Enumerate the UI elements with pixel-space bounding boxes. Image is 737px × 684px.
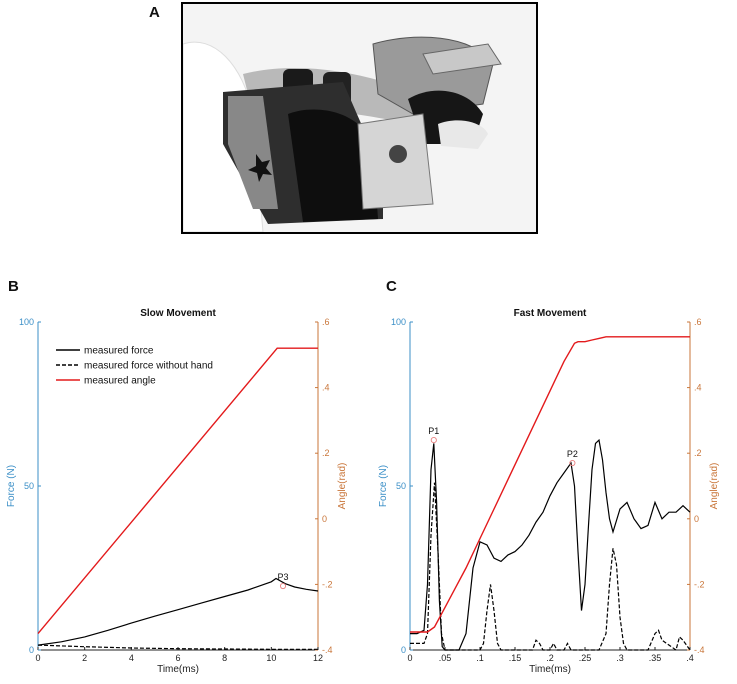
x-tick-label: .25	[579, 653, 592, 663]
x-axis-label: Time(ms)	[529, 664, 571, 675]
x-tick-label: .35	[649, 653, 662, 663]
x-tick-label: 12	[313, 653, 323, 663]
y-tick-label: 0	[29, 645, 34, 655]
x-axis-label: Time(ms)	[157, 664, 199, 675]
annotation-label: P1	[428, 426, 439, 436]
x-tick-label: .2	[546, 653, 554, 663]
x-tick-label: .1	[476, 653, 484, 663]
slow-movement-chart: Slow Movement 0 2 4 6 8 10 12 0 50 100 -.4 -.2 0 .2 .4.…	[6, 308, 348, 675]
series-line-measured-angle	[410, 336, 690, 633]
y-tick-label: 100	[19, 317, 34, 327]
chart-title: Slow Movement	[140, 308, 216, 319]
series-line-measured-force-without-hand	[37, 644, 318, 650]
panel-label-a: A	[149, 4, 160, 21]
annotation-marker	[279, 582, 287, 590]
x-tick-label: 8	[222, 653, 227, 663]
y2-tick-label: .2	[322, 448, 330, 458]
y2-tick-label: 0	[322, 514, 327, 524]
y2-tick-label: -.2	[322, 579, 333, 589]
y2-axis-label: Angle(rad)	[709, 463, 720, 510]
y-axis-label: Force (N)	[6, 465, 17, 507]
annotation-marker	[430, 437, 437, 444]
annotation-marker	[569, 459, 576, 467]
series-line-measured-force	[410, 438, 691, 651]
fast-movement-chart: Fast Movement 0 .05 .1 .15 .2 .25 .3 .35 .4 0 50 100…	[378, 308, 720, 675]
x-tick-label: 10	[266, 653, 276, 663]
series-line-measured-force	[37, 577, 319, 646]
legend-entry: measured force without hand	[84, 361, 213, 372]
y-tick-label: 100	[391, 317, 406, 327]
panel-label-b: B	[8, 278, 19, 295]
annotation-label: P3	[277, 572, 288, 582]
annotation-label: P2	[567, 449, 578, 459]
panel-label-c: C	[386, 278, 397, 295]
x-tick-label: 2	[82, 653, 87, 663]
y2-tick-label: .4	[694, 383, 702, 393]
x-tick-label: 0	[407, 653, 412, 663]
y2-tick-label: .6	[322, 317, 330, 327]
series-line-measured-force-without-hand	[410, 482, 691, 651]
x-tick-label: 0	[35, 653, 40, 663]
legend-entry: measured force	[84, 346, 154, 357]
y-tick-label: 50	[396, 481, 406, 491]
x-tick-label: .4	[686, 653, 694, 663]
y2-tick-label: .4	[322, 383, 330, 393]
chart-title: Fast Movement	[514, 308, 587, 319]
y2-tick-label: .2	[694, 448, 702, 458]
y2-tick-label: -.4	[322, 645, 333, 655]
x-tick-label: .05	[439, 653, 452, 663]
x-tick-label: 4	[129, 653, 134, 663]
series-line-measured-angle	[37, 347, 318, 635]
y2-tick-label: 0	[694, 514, 699, 524]
y-tick-label: 0	[401, 645, 406, 655]
y2-tick-label: -.4	[694, 645, 705, 655]
robot-device-photo	[181, 2, 538, 234]
x-tick-label: .15	[509, 653, 522, 663]
y2-tick-label: .6	[694, 317, 702, 327]
y-axis-label: Force (N)	[378, 465, 389, 507]
legend-entry: measured angle	[84, 376, 156, 387]
y2-tick-label: -.2	[694, 579, 705, 589]
x-tick-label: 6	[175, 653, 180, 663]
y-tick-label: 50	[24, 481, 34, 491]
y2-axis-label: Angle(rad)	[337, 463, 348, 510]
x-tick-label: .3	[616, 653, 624, 663]
photo-illustration	[183, 4, 536, 232]
